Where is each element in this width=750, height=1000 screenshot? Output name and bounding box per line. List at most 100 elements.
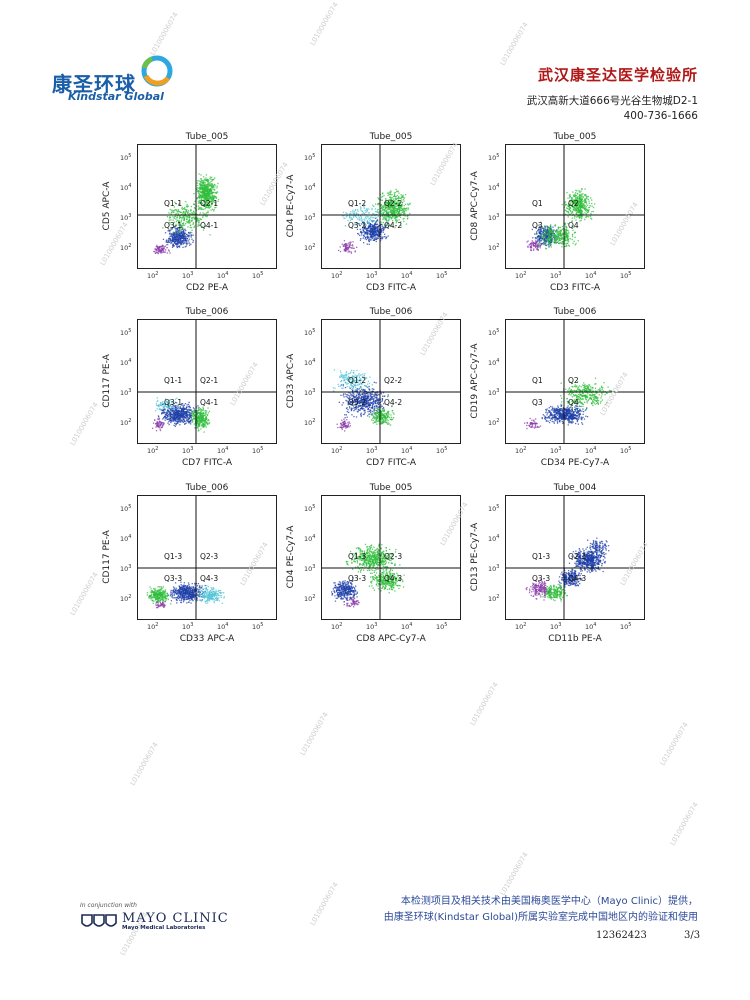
x-tick-label: 104: [401, 271, 413, 281]
y-tick-label: 105: [120, 153, 132, 163]
watermark-text: L0100006074: [498, 851, 530, 897]
quadrant-label: Q3-3: [532, 574, 551, 583]
y-tick-label: 102: [120, 418, 132, 428]
plot-title: Tube_004: [553, 483, 597, 493]
y-tick-label: 103: [120, 213, 132, 223]
x-tick-label: 103: [366, 446, 378, 456]
y-tick-label: 104: [120, 534, 132, 544]
x-tick-label: 104: [217, 446, 229, 456]
x-tick-label: 105: [436, 622, 448, 632]
y-tick-label: 104: [488, 358, 500, 368]
plot-title: Tube_006: [369, 307, 413, 317]
quadrant-label: Q3-2: [348, 221, 367, 230]
scatter-points: [138, 496, 276, 619]
lab-name: 武汉康圣达医学检验所: [537, 66, 698, 84]
quadrant-label: Q2-3: [568, 552, 587, 561]
x-tick-label: 102: [515, 446, 527, 456]
y-tick-label: 102: [120, 594, 132, 604]
x-axis-label: CD11b PE-A: [548, 634, 602, 644]
watermark-text: L0100006074: [308, 1, 340, 47]
x-tick-label: 103: [182, 271, 194, 281]
page-number: 3/3: [684, 930, 701, 941]
scatter-points: [506, 496, 644, 619]
x-axis-label: CD2 PE-A: [185, 283, 229, 293]
mayo-shield-icon: [81, 913, 117, 927]
scatter-points: [322, 145, 460, 268]
quadrant-label: Q4-1: [200, 221, 219, 230]
quadrant-label: Q2-3: [384, 552, 403, 561]
quadrant-label: Q4-2: [384, 221, 403, 230]
mayo-name: MAYO CLINIC: [122, 911, 229, 926]
plot-title: Tube_005: [369, 132, 413, 142]
y-tick-label: 103: [304, 388, 316, 398]
quadrant-label: Q1-3: [348, 552, 367, 561]
x-axis-label: CD3 FITC-A: [549, 283, 601, 293]
footer-statement: 本检测项目及相关技术由美国梅奥医学中心（Mayo Clinic）提供， 由康圣环…: [384, 894, 698, 926]
plot-frame: Q1-1 Q2-1 Q3-1 Q4-1: [137, 144, 277, 269]
plot-frame: Q1-2 Q2-2 Q3-2 Q4-2: [321, 319, 461, 444]
quadrant-label: Q2: [568, 199, 579, 208]
y-tick-label: 103: [488, 564, 500, 574]
x-tick-label: 102: [331, 446, 343, 456]
y-tick-label: 104: [120, 358, 132, 368]
watermark-text: L0100006074: [68, 571, 100, 617]
quadrant-label: Q4-1: [200, 398, 219, 407]
x-axis-label: CD33 APC-A: [179, 634, 235, 644]
plot-title: Tube_005: [185, 132, 229, 142]
plot-frame: Q1-1 Q2-1 Q3-1 Q4-1: [137, 319, 277, 444]
x-tick-label: 103: [550, 446, 562, 456]
flow-plot: Tube_005 Q1-2 Q2-2 Q3-2 Q4-2 105 104 103 102 102 1…: [286, 132, 461, 293]
watermark-text: L0100006074: [68, 401, 100, 447]
x-tick-label: 104: [401, 622, 413, 632]
lab-info: 武汉康圣达医学检验所 武汉高新大道666号光谷生物城D2-1 400-736-1…: [527, 64, 698, 124]
x-tick-label: 102: [147, 271, 159, 281]
y-axis-label-text: CD117 PE-A: [102, 530, 112, 584]
y-axis-label-text: CD4 PE-Cy7-A: [286, 525, 296, 589]
x-axis-label: CD34 PE-Cy7-A: [540, 458, 610, 468]
footer-line-1: 本检测项目及相关技术由美国梅奥医学中心（Mayo Clinic）提供，: [400, 896, 698, 907]
y-tick-label: 102: [488, 594, 500, 604]
x-axis-label: CD8 APC-Cy7-A: [356, 634, 426, 644]
x-tick-label: 103: [550, 622, 562, 632]
quadrant-label: Q2: [568, 376, 579, 385]
y-axis-label-text: CD8 APC-Cy7-A: [470, 171, 480, 241]
plot-title: Tube_005: [553, 132, 597, 142]
quadrant-label: Q1-1: [164, 199, 183, 208]
x-tick-label: 102: [147, 446, 159, 456]
y-tick-label: 102: [304, 594, 316, 604]
quadrant-label: Q4-3: [200, 574, 219, 583]
flow-plot: Tube_005 Q1-3 Q2-3 Q3-3 Q4-3 105 104 103 102 102 1…: [286, 483, 461, 644]
footer-line-2: 由康圣环球(Kindstar Global)所属实验室完成中国地区内的验证和使用: [383, 912, 698, 923]
watermark-text: L0100006074: [308, 881, 340, 927]
plot-title: Tube_005: [369, 483, 413, 493]
quadrant-label: Q3-2: [348, 398, 367, 407]
quadrant-label: Q1: [532, 376, 543, 385]
quadrant-label: Q4-3: [568, 574, 587, 583]
watermark-text: L0100006074: [668, 801, 700, 847]
flow-plot: Tube_005 Q1 Q2 Q3 Q4 105 104 103 102 102 103 104 105…: [470, 132, 645, 293]
x-tick-label: 105: [252, 271, 264, 281]
mayo-conjunction-text: In conjunction with: [80, 902, 137, 909]
kindstar-logo: 康圣环球 Kindstar Global: [48, 52, 178, 112]
y-tick-label: 105: [488, 328, 500, 338]
y-tick-label: 103: [120, 564, 132, 574]
y-tick-label: 105: [120, 328, 132, 338]
watermark-text: L0100006074: [128, 741, 160, 787]
flow-plot: Tube_005 Q1-1 Q2-1 Q3-1 Q4-1 105 104 103 102 102 1…: [102, 132, 277, 293]
quadrant-label: Q3-3: [164, 574, 183, 583]
lab-phone: 400-736-1666: [623, 110, 698, 122]
y-tick-label: 102: [304, 243, 316, 253]
quadrant-label: Q3: [532, 398, 543, 407]
quadrant-label: Q1-2: [348, 199, 367, 208]
x-tick-label: 102: [515, 271, 527, 281]
y-tick-label: 103: [488, 213, 500, 223]
x-tick-label: 103: [550, 271, 562, 281]
mayo-clinic-logo: In conjunction with MAYO CLINIC Mayo Med…: [80, 902, 229, 931]
x-tick-label: 104: [585, 446, 597, 456]
x-axis-label: CD7 FITC-A: [365, 458, 417, 468]
y-axis-label-text: CD4 PE-Cy7-A: [286, 174, 296, 238]
watermark-text: L0100006074: [298, 711, 330, 757]
x-axis-label: CD3 FITC-A: [365, 283, 417, 293]
x-tick-label: 102: [515, 622, 527, 632]
x-tick-label: 104: [585, 271, 597, 281]
